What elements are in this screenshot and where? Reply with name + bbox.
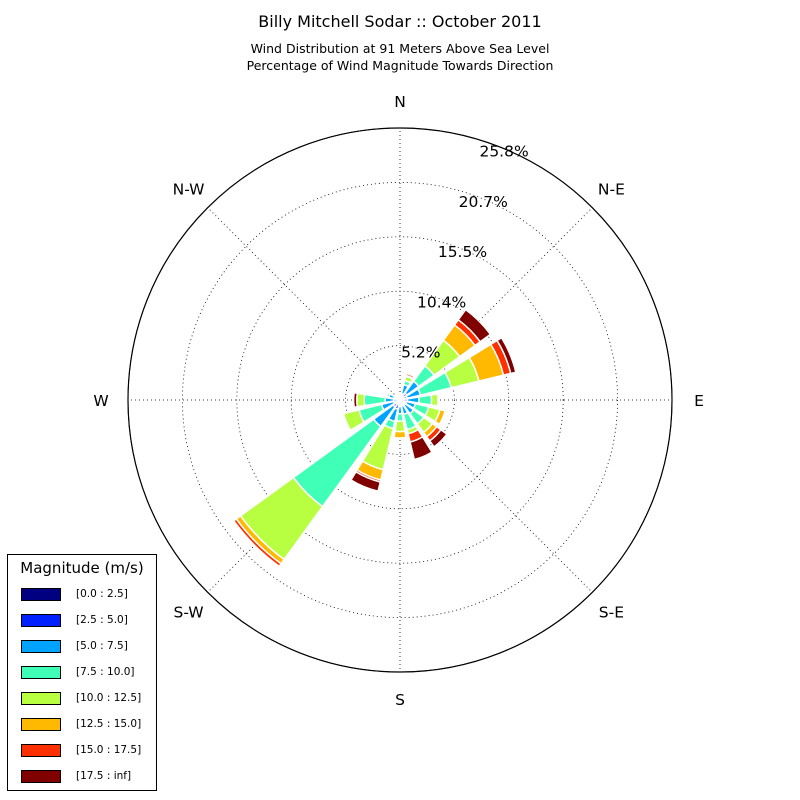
legend-swatch [21, 640, 61, 653]
legend-label: [5.0 : 7.5] [76, 640, 128, 652]
radial-grid-circle [181, 181, 619, 619]
radial-tick-label: 15.5% [438, 243, 487, 261]
legend-label: [15.0 : 17.5] [76, 744, 142, 756]
wind-bar-segment [457, 308, 492, 343]
radial-tick-label: 10.4% [417, 293, 466, 311]
radial-grid-circle [236, 236, 564, 564]
wind-bar-segment [356, 392, 366, 408]
polar-frame [127, 127, 673, 673]
wind-bar-segment [438, 409, 448, 426]
angular-grid-line [399, 399, 593, 593]
legend: Magnitude (m/s) [0.0 : 2.5] [2.5 : 5.0] [5… [7, 554, 157, 791]
direction-label: S [395, 691, 405, 709]
wind-bar-segment [409, 435, 433, 461]
legend-title: Magnitude (m/s) [20, 559, 144, 577]
wind-bar-segment [405, 371, 416, 378]
wind-bars [232, 308, 517, 568]
angular-grid-line [399, 207, 593, 401]
direction-label: E [694, 392, 704, 410]
wind-bar-segment [430, 393, 439, 407]
wind-bar-segment [232, 517, 283, 568]
wind-bar-segment [393, 430, 407, 439]
legend-swatch [21, 614, 61, 627]
chart-subtitle-line-2: Percentage of Wind Magnitude Towards Dir… [246, 58, 554, 73]
wind-bar-segment [349, 470, 382, 493]
direction-label: W [93, 392, 108, 410]
wind-bar-segment [394, 419, 406, 433]
wind-bar-segment [496, 336, 517, 375]
direction-label: S-E [599, 603, 624, 621]
chart-title: Billy Mitchell Sodar :: October 2011 [258, 12, 542, 31]
direction-label: N [394, 93, 406, 111]
radial-tick-label: 25.8% [479, 143, 528, 161]
legend-swatch [21, 692, 61, 705]
legend-label: [17.5 : inf] [76, 770, 132, 782]
radial-grid-circle [345, 345, 455, 455]
legend-swatch [21, 770, 61, 783]
radial-tick-label: 5.2% [401, 344, 440, 362]
direction-label: N-E [598, 181, 625, 199]
direction-label: S-W [174, 603, 204, 621]
wind-bar-segment [428, 428, 448, 448]
chart-subtitle-line-1: Wind Distribution at 91 Meters Above Sea… [250, 41, 550, 56]
legend-swatch [21, 666, 61, 679]
legend-label: [12.5 : 15.0] [76, 718, 142, 730]
legend-label: [0.0 : 2.5] [76, 588, 128, 600]
radial-tick-label: 20.7% [459, 193, 508, 211]
direction-label: N-W [173, 181, 205, 199]
legend-swatch [21, 744, 61, 757]
legend-swatch [21, 718, 61, 731]
wind-bar-segment [397, 396, 401, 400]
wind-bar-segment [385, 391, 392, 399]
wind-bar-segment [342, 408, 366, 432]
wind-bar-segment [395, 412, 405, 422]
angular-grid-line [207, 207, 401, 401]
legend-label: [10.0 : 12.5] [76, 692, 142, 704]
legend-label: [2.5 : 5.0] [76, 614, 128, 626]
wind-bar-segment [352, 391, 359, 409]
polar-labels: N N-E E S-E S S-W W N-W 5.2% 10.4% 15.5% 20.7% 25.8% [93, 93, 704, 709]
wind-bar-segment [394, 394, 400, 400]
legend-label: [7.5 : 10.0] [76, 666, 135, 678]
wind-bar-segment [417, 394, 433, 406]
legend-swatch [21, 588, 61, 601]
